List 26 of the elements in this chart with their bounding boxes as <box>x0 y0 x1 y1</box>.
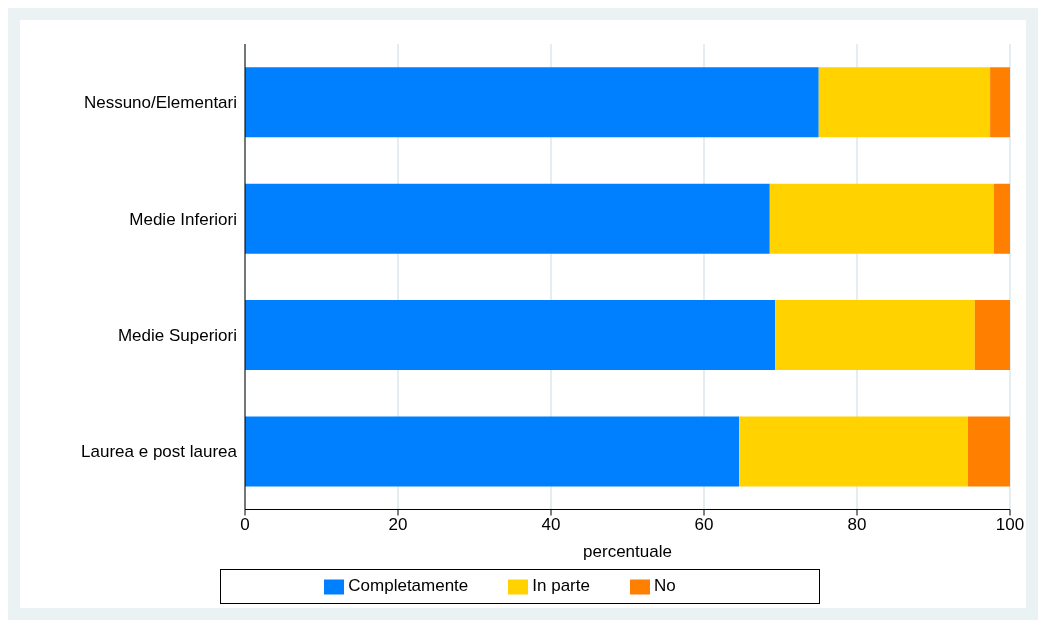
x-axis-title: percentuale <box>583 542 672 562</box>
bar <box>974 300 1010 371</box>
x-tick-label: 100 <box>995 514 1025 534</box>
bar <box>245 416 740 487</box>
legend-label: No <box>653 576 676 596</box>
bar <box>967 416 1010 487</box>
y-tick-label: Laurea e post laurea <box>81 442 238 462</box>
y-tick-label: Medie Inferiori <box>129 209 237 229</box>
legend-label: Completamente <box>348 576 469 596</box>
bar <box>818 67 991 138</box>
bar <box>990 67 1010 138</box>
x-tick-label: 60 <box>694 514 714 534</box>
bar <box>245 183 770 254</box>
bar <box>993 183 1010 254</box>
x-tick-label: 0 <box>240 514 250 534</box>
bar <box>769 183 994 254</box>
x-tick-label: 40 <box>541 514 561 534</box>
y-tick-label: Medie Superiori <box>117 325 237 345</box>
x-tick-label: 80 <box>847 514 867 534</box>
bar <box>245 67 819 138</box>
x-tick-label: 20 <box>388 514 408 534</box>
bar <box>775 300 975 371</box>
legend-label: In parte <box>532 576 590 596</box>
bar <box>739 416 968 487</box>
bar <box>245 300 776 371</box>
y-tick-label: Nessuno/Elementari <box>83 93 237 113</box>
